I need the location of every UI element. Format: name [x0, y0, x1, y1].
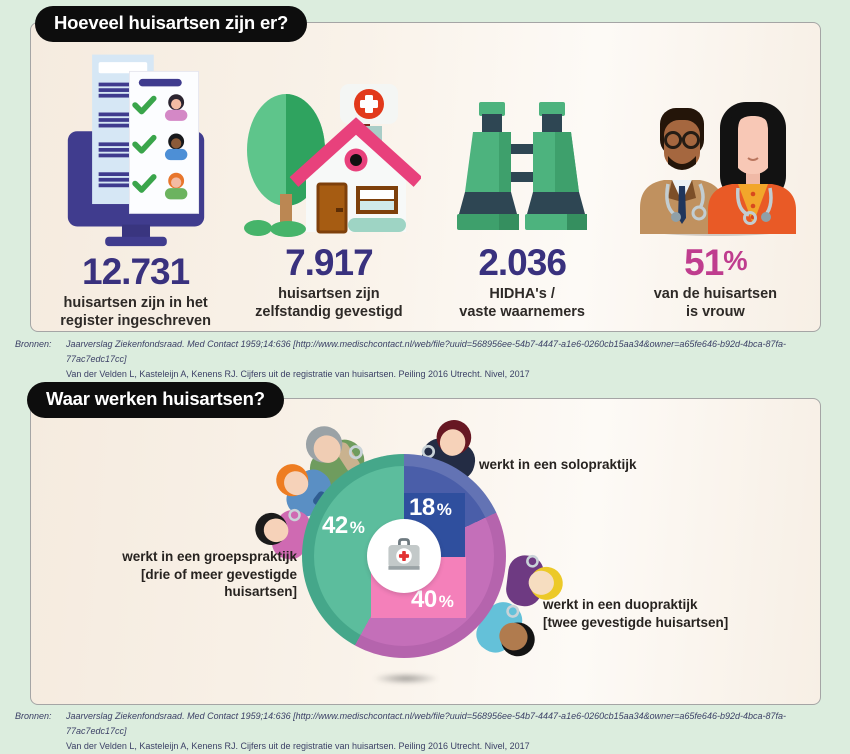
source-line-2: Van der Velden L, Kasteleijn A, Kenens R… [66, 369, 530, 379]
section1-title: Hoeveel huisartsen zijn er? [35, 6, 308, 42]
person-teal-icon [476, 602, 535, 657]
sources-block-1: Bronnen: Jaarverslag Ziekenfondsraad. Me… [15, 337, 840, 382]
binoculars-art [457, 101, 588, 230]
stat-register: 12.731 huisartsen zijn in het register in… [39, 49, 232, 329]
sources-label: Bronnen: [15, 711, 52, 721]
pie-pct-duo: 40% [411, 586, 454, 613]
section2-panel: 42% 18% 40% werkt in een solopraktijk we… [30, 398, 821, 705]
stat-vrouw: 51% van de huisartsen is vrouw [619, 49, 812, 321]
stat-value: 12.731 [82, 251, 190, 292]
label-duopraktijk: werkt in een duopraktijk [twee gevestigde… [543, 597, 729, 630]
sources-label: Bronnen: [15, 339, 52, 349]
pie-shadow [373, 673, 439, 684]
pie-pct-groep: 42% [322, 512, 365, 539]
stat-label: huisartsen zijn zelfstandig gevestigd [255, 285, 403, 320]
section1-panel: 12.731 huisartsen zijn in het register in… [30, 22, 821, 332]
register-monitor-icon [56, 49, 216, 247]
person-black-hair-icon [255, 508, 312, 560]
stat-label: huisartsen zijn in het register ingeschre… [60, 295, 211, 330]
stats-row: 12.731 huisartsen zijn in het register in… [39, 49, 812, 329]
source-line-1: Jaarverslag Ziekenfondsraad. Med Contact… [66, 339, 786, 364]
register-monitor-art [67, 54, 204, 247]
stat-value: 7.917 [285, 241, 374, 283]
source-line-1: Jaarverslag Ziekenfondsraad. Med Contact… [66, 711, 786, 736]
pie-center-badge [367, 519, 441, 593]
pie-pct-solo: 18% [409, 494, 452, 521]
pie-ring: 42% 18% 40% [302, 454, 506, 658]
binoculars-icon [447, 49, 597, 238]
label-solopraktijk: werkt in een solopraktijk [479, 457, 637, 472]
section2-title: Waar werken huisartsen? [27, 382, 284, 418]
medical-bag-icon [388, 538, 420, 570]
stat-value: 51% [684, 241, 748, 283]
person-orange-icon [276, 464, 332, 517]
pie-stage: 42% 18% 40% werkt in een solopraktijk we… [31, 399, 820, 704]
label-groepspraktijk: werkt in een groepspraktijk [drie of meer… [122, 549, 297, 600]
stat-label: HIDHA's / vaste waarnemers [459, 285, 585, 320]
sources-block-2: Bronnen: Jaarverslag Ziekenfondsraad. Me… [15, 709, 840, 754]
stat-house: 7.917 huisartsen zijn zelfstandig gevesti… [232, 49, 425, 321]
stat-hidha: 2.036 HIDHA's / vaste waarnemers [426, 49, 619, 321]
stat-label: van de huisartsen is vrouw [653, 285, 778, 320]
person-blonde-icon [506, 554, 563, 607]
stat-value: 2.036 [478, 241, 567, 283]
source-line-2: Van der Velden L, Kasteleijn A, Kenens R… [66, 741, 530, 751]
house-art [244, 83, 422, 237]
house-practice-icon [236, 49, 422, 238]
doctors-icon [620, 49, 810, 238]
doctors-art [640, 101, 797, 236]
